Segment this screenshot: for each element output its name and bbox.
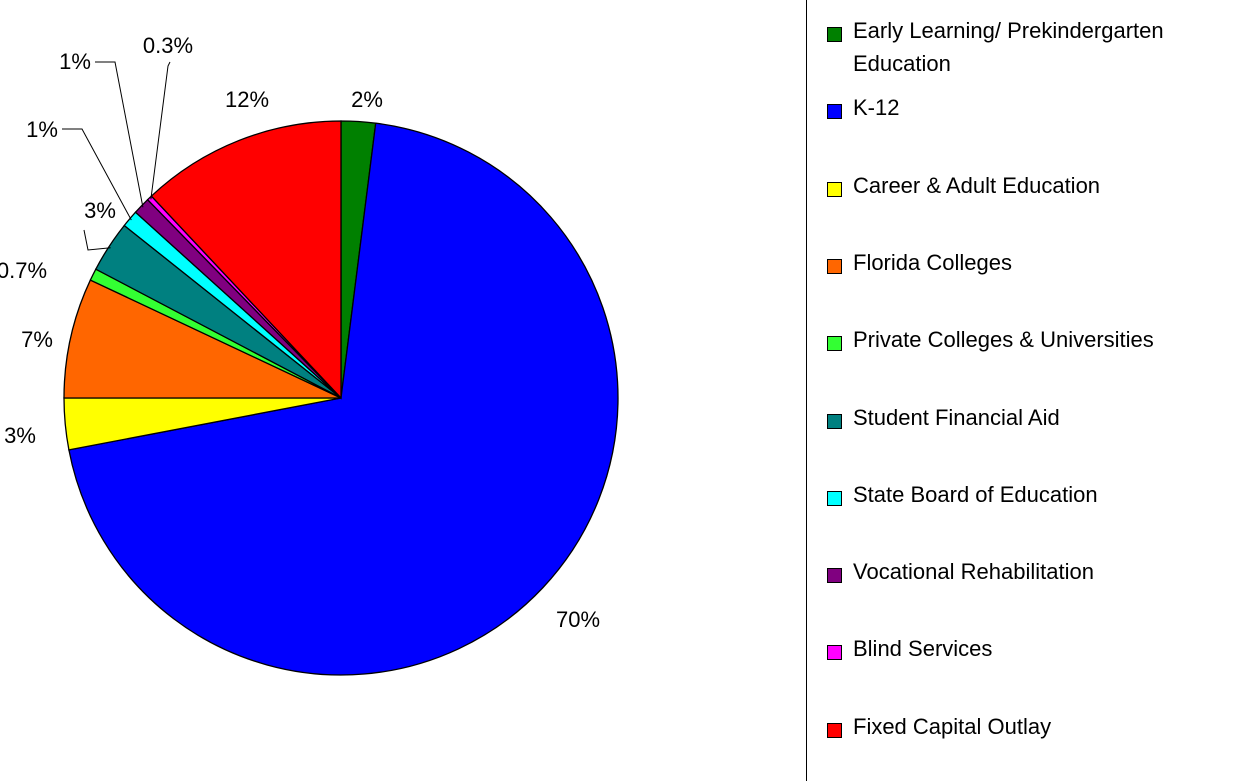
legend-item: Vocational Rehabilitation <box>827 559 1257 588</box>
legend-item: State Board of Education <box>827 482 1257 511</box>
legend-label: Blind Services <box>853 636 993 662</box>
legend-swatch <box>827 645 842 661</box>
legend-swatch <box>827 722 842 738</box>
legend-item: K-12 <box>827 95 1257 124</box>
data-label: 0.7% <box>0 258 47 283</box>
legend-label: Student Financial Aid <box>853 404 1060 430</box>
legend-swatch <box>827 181 842 197</box>
legend-swatch <box>827 490 842 506</box>
legend-label: Vocational Rehabilitation <box>853 559 1094 585</box>
data-label: 1% <box>59 49 91 74</box>
data-label: 7% <box>21 327 53 352</box>
data-label: 3% <box>84 198 116 223</box>
legend-item: Career & Adult Education <box>827 173 1257 202</box>
legend-label: Private Colleges & Universities <box>853 327 1154 353</box>
legend-label: K-12 <box>853 95 900 121</box>
legend-swatch <box>827 568 842 584</box>
pie-slice <box>68 122 619 676</box>
legend-swatch <box>827 27 842 42</box>
pie-slice <box>63 279 342 399</box>
legend-item: Florida Colleges <box>827 250 1257 279</box>
data-label: 1% <box>26 117 58 142</box>
leader-line <box>95 61 144 208</box>
leader-line <box>83 229 111 251</box>
legend-swatch <box>827 104 842 120</box>
legend-label: Early Learning/ Prekindergarten Educatio… <box>853 18 1164 76</box>
legend-swatch <box>827 413 842 429</box>
leader-line <box>150 61 171 200</box>
pie-slice <box>150 120 342 400</box>
legend-label: Fixed Capital Outlay <box>853 713 1052 739</box>
legend-item: Blind Services <box>827 636 1257 665</box>
data-label: 12% <box>225 87 269 112</box>
legend-swatch <box>827 258 842 274</box>
legend-item: Private Colleges & Universities <box>827 327 1257 356</box>
chart: 2% 70% 3% 7% 0.7% 3% 1% 1% 0.3% 12% <box>0 33 619 676</box>
data-label: 3% <box>4 423 36 448</box>
leader-line <box>62 128 132 221</box>
data-label: 0.3% <box>143 33 193 58</box>
legend-label: Florida Colleges <box>853 249 1012 275</box>
data-label: 2% <box>351 87 383 112</box>
legend: Early Learning/ Prekindergarten Educatio… <box>806 0 1260 781</box>
legend-item: Early Learning/ Prekindergarten Educatio… <box>827 18 1257 80</box>
legend-label: State Board of Education <box>853 481 1098 507</box>
legend-item: Student Financial Aid <box>827 405 1257 434</box>
data-label: 70% <box>556 607 600 632</box>
legend-swatch <box>827 336 842 352</box>
legend-label: Career & Adult Education <box>853 172 1101 198</box>
legend-item: Fixed Capital Outlay <box>827 714 1257 743</box>
